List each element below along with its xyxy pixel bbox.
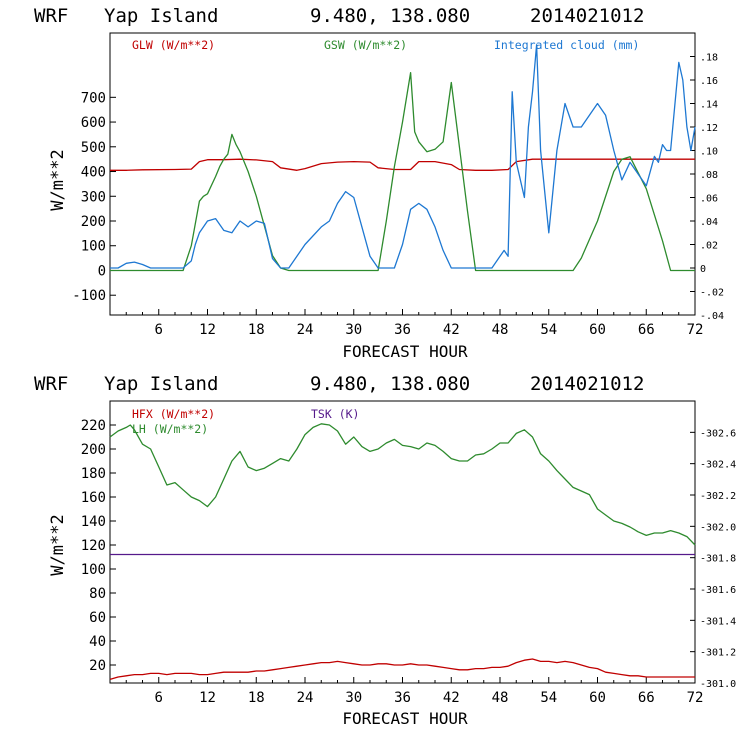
bottom-title-location: Yap Island [104,373,218,395]
top-ytick-label: 200 [81,214,106,230]
bottom-chart-title: WRF Yap Island 9.480, 138.080 2014021012 [34,373,644,395]
top-xtick-label: 48 [492,322,509,338]
top-xtick-label: 12 [199,322,216,338]
bottom-xtick-label: 12 [199,690,216,706]
bottom-ytick-label: 40 [89,634,106,650]
top-chart-title: WRF Yap Island 9.480, 138.080 2014021012 [34,5,644,27]
bottom-series-lh [109,423,696,546]
top-xtick-label: 24 [297,322,314,338]
bottom-y2tick-label: -302.6 [700,428,736,439]
bottom-ytick-label: 60 [89,610,106,626]
top-title-date: 2014021012 [530,5,644,27]
bottom-ytick-label: 160 [81,490,106,506]
top-y2tick-label: .12 [700,123,718,134]
bottom-legend-hfx: HFX (W/m**2) [132,407,215,421]
top-y2tick-label: .16 [700,76,718,87]
bottom-ytick-label: 100 [81,562,106,578]
bottom-xlabel: FORECAST HOUR [342,709,468,728]
bottom-ytick-label: 200 [81,442,106,458]
top-xtick-label: 42 [443,322,460,338]
bottom-series-hfx [109,658,695,681]
bottom-xtick-label: 24 [297,690,314,706]
top-plot-frame [109,32,696,316]
top-ytick-label: 400 [81,165,106,181]
bottom-xtick-label: 66 [638,690,655,706]
top-y2tick-label: .14 [700,100,718,111]
top-ylabel: W/m**2 [48,149,68,210]
bottom-y2tick-label: -301.2 [700,648,736,659]
bottom-xtick-label: 54 [540,690,557,706]
bottom-xtick-label: 72 [687,690,704,706]
top-title-coords: 9.480, 138.080 [310,5,470,27]
top-xtick-label: 72 [687,322,704,338]
top-series-integrated [110,44,696,269]
bottom-title-date: 2014021012 [530,373,644,395]
top-y2tick-label: -.04 [700,311,724,322]
bottom-xtick-label: 18 [248,690,265,706]
bottom-xtick-label: 48 [492,690,509,706]
top-xtick-label: 54 [540,322,557,338]
bottom-xtick-label: 60 [589,690,606,706]
top-y2tick-label: .08 [700,170,718,181]
top-xtick-label: 60 [589,322,606,338]
top-series-glw [110,158,695,171]
top-ytick-label: 500 [81,140,106,156]
bottom-xtick-label: 36 [394,690,411,706]
top-xlabel: FORECAST HOUR [342,342,468,361]
top-legend-cloud: Integrated cloud (mm) [494,38,639,52]
bottom-ytick-label: 80 [89,586,106,602]
bottom-y2tick-label: -301.8 [700,554,736,565]
bottom-legend-tsk: TSK (K) [311,407,359,421]
bottom-ytick-label: 220 [81,418,106,434]
top-ytick-label: 300 [81,189,106,205]
top-ytick-label: 700 [81,90,106,106]
bottom-title-model: WRF [34,373,68,395]
bottom-ytick-label: 180 [81,466,106,482]
bottom-xtick-label: 6 [155,690,163,706]
bottom-xtick-label: 42 [443,690,460,706]
top-legend-gsw: GSW (W/m**2) [324,38,407,52]
top-xtick-label: 36 [394,322,411,338]
bottom-y2tick-label: -302.0 [700,522,736,533]
top-legend-glw: GLW (W/m**2) [132,38,215,52]
bottom-y2tick-label: -301.0 [700,679,736,690]
bottom-y2tick-label: -302.4 [700,460,736,471]
bottom-ytick-label: 140 [81,514,106,530]
top-ytick-label: 0 [98,263,106,279]
bottom-xtick-label: 30 [345,690,362,706]
bottom-ylabel: W/m**2 [48,514,68,575]
top-xtick-label: 18 [248,322,265,338]
top-ytick-label: 600 [81,115,106,131]
bottom-y2tick-label: -301.4 [700,616,736,627]
top-y2tick-label: .04 [700,217,718,228]
top-y2tick-label: -.02 [700,288,724,299]
top-y2tick-label: .10 [700,147,718,158]
bottom-ytick-label: 120 [81,538,106,554]
top-y2tick-label: .18 [700,53,718,64]
bottom-ytick-label: 20 [89,658,106,674]
bottom-title-coords: 9.480, 138.080 [310,373,470,395]
top-y2tick-label: .06 [700,194,718,205]
bottom-y2tick-label: -301.6 [700,585,736,596]
top-xtick-label: 6 [155,322,163,338]
top-y2tick-label: 0 [700,264,706,275]
bottom-plot-frame [109,400,696,684]
bottom-legend-lh: LH (W/m**2) [132,422,208,436]
top-title-location: Yap Island [104,5,218,27]
top-xtick-label: 66 [638,322,655,338]
top-series-gsw [110,71,695,272]
top-title-model: WRF [34,5,68,27]
top-ytick-label: -100 [72,288,106,304]
bottom-y2tick-label: -302.2 [700,491,736,502]
top-ytick-label: 100 [81,239,106,255]
top-y2tick-label: .02 [700,241,718,252]
top-xtick-label: 30 [345,322,362,338]
